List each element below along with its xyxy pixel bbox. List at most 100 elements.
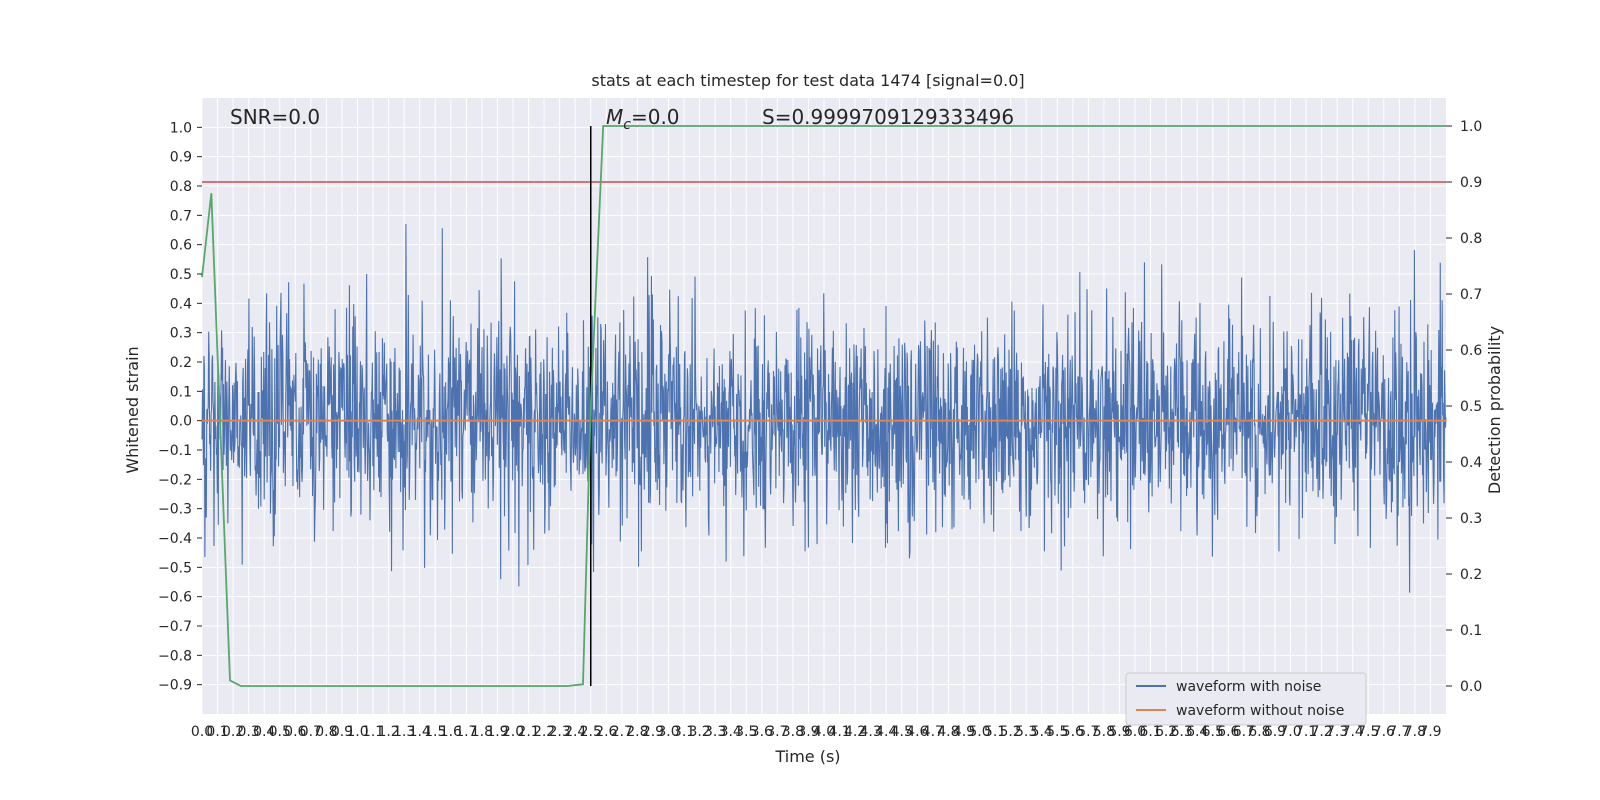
y-left-tick-label: −0.3: [158, 502, 192, 518]
y-left-tick-label: 0.0: [170, 414, 192, 430]
x-tick-label: 0.5: [269, 724, 291, 740]
x-tick-label: 0.0: [191, 724, 213, 740]
reference-lines: [201, 125, 1446, 687]
x-tick-label: 0.6: [284, 724, 306, 740]
x-tick-label: 2.5: [580, 724, 602, 740]
y-right-tick-label: 0.4: [1460, 455, 1482, 471]
x-tick-label: 2.8: [626, 724, 648, 740]
y-left-tick-label: 0.7: [170, 208, 192, 224]
y-left-tick-label: 0.9: [170, 150, 192, 166]
y-left-tick-label: −0.7: [158, 619, 192, 635]
x-tick-label: 5.4: [1031, 724, 1053, 740]
x-tick-label: 0.9: [331, 724, 353, 740]
x-tick-label: 4.5: [891, 724, 913, 740]
x-tick-label: 7.3: [1326, 724, 1348, 740]
x-tick-label: 2.3: [549, 724, 571, 740]
y-left-axis-label: Whitened strain: [123, 346, 142, 473]
x-tick-label: 2.1: [517, 724, 539, 740]
mc-value: =0.0: [631, 105, 680, 129]
y-right-axis-label: Detection probability: [1485, 326, 1504, 494]
snr-annotation: SNR=0.0: [230, 105, 320, 129]
x-tick-label: 4.2: [844, 724, 866, 740]
x-tick-label: 4.3: [860, 724, 882, 740]
y-left-tick-label: 0.4: [170, 296, 192, 312]
y-left-tick-label: 0.1: [170, 384, 192, 400]
x-tick-label: 7.5: [1357, 724, 1379, 740]
noise-waveform-series: [201, 223, 1447, 593]
x-tick-label: 1.0: [346, 724, 368, 740]
x-tick-label: 0.8: [315, 724, 337, 740]
x-tick-label: 1.3: [393, 724, 415, 740]
x-tick-label: 0.1: [206, 724, 228, 740]
y-left-tick-label: −0.6: [158, 590, 192, 606]
x-tick-label: 5.7: [1077, 724, 1099, 740]
x-tick-label: 2.4: [564, 724, 586, 740]
y-left-tick-label: 0.6: [170, 238, 192, 254]
x-tick-label: 2.0: [502, 724, 524, 740]
x-tick-label: 3.7: [766, 724, 788, 740]
x-tick-label: 1.4: [409, 724, 431, 740]
y-right-tick-label: 0.5: [1460, 399, 1482, 415]
x-tick-label: 3.5: [735, 724, 757, 740]
y-right-tick-label: 1.0: [1460, 119, 1482, 135]
y-left-tick-label: 1.0: [170, 120, 192, 136]
x-tick-label: 1.2: [377, 724, 399, 740]
x-tick-label: 3.8: [782, 724, 804, 740]
x-tick-label: 7.9: [1419, 724, 1441, 740]
x-tick-label: 6.1: [1139, 724, 1161, 740]
y-right-tick-label: 0.8: [1460, 231, 1482, 247]
x-tick-label: 1.7: [455, 724, 477, 740]
x-tick-label: 2.6: [595, 724, 617, 740]
s-annotation: S=0.9999709129333496: [762, 105, 1014, 129]
x-tick-label: 6.8: [1248, 724, 1270, 740]
y-left-tick-label: −0.5: [158, 560, 192, 576]
y-right-tick-label: 0.0: [1460, 679, 1482, 695]
y-left-tick-label: 0.8: [170, 179, 192, 195]
y-left-tick-label: −0.9: [158, 678, 192, 694]
noise-waveform-line: [201, 223, 1447, 593]
y-left-tick-label: 0.2: [170, 355, 192, 371]
legend-box: [1125, 672, 1367, 726]
x-tick-label: 1.5: [424, 724, 446, 740]
x-tick-label: 2.9: [642, 724, 664, 740]
x-tick-label: 4.1: [828, 724, 850, 740]
legend: waveform with noise waveform without noi…: [1125, 672, 1367, 726]
x-tick-label: 0.3: [238, 724, 260, 740]
x-tick-label: 6.3: [1171, 724, 1193, 740]
x-tick-label: 7.0: [1279, 724, 1301, 740]
y-right-tick-label: 0.6: [1460, 343, 1482, 359]
x-tick-label: 4.4: [875, 724, 897, 740]
y-left-tick-label: 0.3: [170, 326, 192, 342]
y-right-tick-label: 0.3: [1460, 511, 1482, 527]
x-tick-label: 3.9: [797, 724, 819, 740]
chart-title: stats at each timestep for test data 147…: [591, 71, 1024, 90]
y-left-tick-label: −0.1: [158, 443, 192, 459]
x-tick-label: 4.8: [937, 724, 959, 740]
x-tick-label: 3.4: [720, 724, 742, 740]
x-tick-label: 7.7: [1388, 724, 1410, 740]
x-tick-label: 6.7: [1233, 724, 1255, 740]
x-tick-label: 7.2: [1310, 724, 1332, 740]
x-tick-label: 5.6: [1062, 724, 1084, 740]
x-tick-label: 7.4: [1342, 724, 1364, 740]
x-tick-label: 7.8: [1404, 724, 1426, 740]
y-right-tick-labels: 0.0 0.1 0.2 0.3 0.4 0.5 0.6 0.7 0.8 0.9 1.0: [1446, 119, 1482, 695]
x-tick-label: 5.2: [999, 724, 1021, 740]
y-left-tick-label: 0.5: [170, 267, 192, 283]
x-tick-labels: 0.00.10.20.30.40.50.60.70.80.91.01.11.21…: [191, 724, 1442, 740]
y-right-tick-label: 0.1: [1460, 623, 1482, 639]
x-tick-label: 3.3: [704, 724, 726, 740]
x-tick-label: 3.6: [751, 724, 773, 740]
mc-annotation: Mc=0.0: [606, 105, 680, 133]
x-tick-label: 7.6: [1373, 724, 1395, 740]
x-tick-label: 5.9: [1108, 724, 1130, 740]
x-tick-label: 3.1: [673, 724, 695, 740]
x-tick-label: 6.2: [1155, 724, 1177, 740]
x-tick-label: 5.1: [984, 724, 1006, 740]
y-right-tick-label: 0.2: [1460, 567, 1482, 583]
x-tick-label: 4.7: [922, 724, 944, 740]
detection-probability-line: [201, 125, 1446, 687]
mc-symbol: M: [606, 105, 623, 129]
x-tick-label: 0.2: [222, 724, 244, 740]
x-tick-label: 3.0: [657, 724, 679, 740]
